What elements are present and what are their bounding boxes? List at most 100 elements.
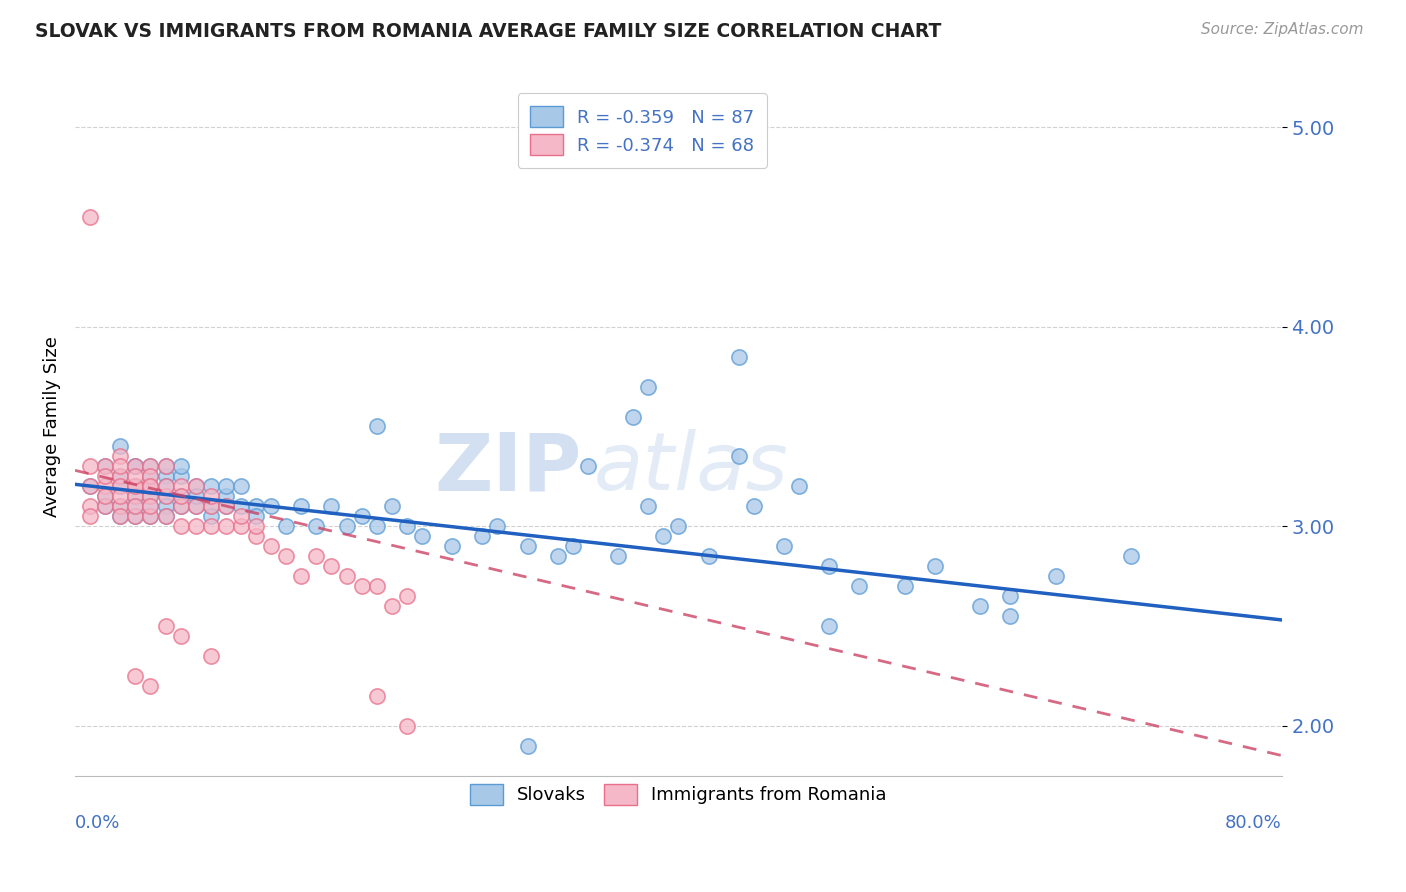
Point [305,549,328,563]
Point [155,479,177,493]
Point [79,509,101,524]
Point [637,379,659,393]
Point [169,500,191,514]
Point [184,500,207,514]
Point [215,500,238,514]
Point [124,509,146,524]
Point [200,500,222,514]
Point [229,519,252,533]
Point [184,479,207,493]
Point [576,459,599,474]
Point [305,519,328,533]
Point [245,529,267,543]
Point [471,529,494,543]
Point [139,509,162,524]
Point [1000,589,1022,603]
Point [94,459,117,474]
Point [1000,609,1022,624]
Point [110,500,132,514]
Point [124,489,146,503]
Point [155,459,177,474]
Point [139,459,162,474]
Point [395,719,418,733]
Point [155,459,177,474]
Point [155,619,177,633]
Point [110,469,132,483]
Point [184,500,207,514]
Point [200,479,222,493]
Point [245,519,267,533]
Point [94,500,117,514]
Point [79,479,101,493]
Point [169,469,191,483]
Point [547,549,569,563]
Point [139,489,162,503]
Point [668,519,690,533]
Text: ZIP: ZIP [434,429,582,508]
Point [366,689,388,703]
Point [215,479,238,493]
Point [516,539,538,553]
Point [155,489,177,503]
Point [395,519,418,533]
Point [124,669,146,683]
Point [110,479,132,493]
Point [124,500,146,514]
Point [139,509,162,524]
Point [124,489,146,503]
Point [139,479,162,493]
Point [139,479,162,493]
Point [607,549,630,563]
Point [169,489,191,503]
Point [94,489,117,503]
Point [139,479,162,493]
Point [110,479,132,493]
Point [184,489,207,503]
Point [139,469,162,483]
Point [441,539,464,553]
Point [335,569,357,583]
Point [94,489,117,503]
Point [124,459,146,474]
Point [742,500,765,514]
Point [110,459,132,474]
Text: SLOVAK VS IMMIGRANTS FROM ROMANIA AVERAGE FAMILY SIZE CORRELATION CHART: SLOVAK VS IMMIGRANTS FROM ROMANIA AVERAG… [35,22,942,41]
Point [366,419,388,434]
Point [110,469,132,483]
Point [169,629,191,643]
Point [1119,549,1142,563]
Point [94,500,117,514]
Point [169,500,191,514]
Point [924,559,946,574]
Point [124,479,146,493]
Y-axis label: Average Family Size: Average Family Size [44,336,60,516]
Point [260,500,283,514]
Point [139,459,162,474]
Point [229,509,252,524]
Point [727,450,749,464]
Point [321,559,343,574]
Point [516,739,538,753]
Point [169,479,191,493]
Point [124,479,146,493]
Point [169,459,191,474]
Point [110,450,132,464]
Point [79,210,101,224]
Point [215,519,238,533]
Point [366,519,388,533]
Point [110,500,132,514]
Point [94,459,117,474]
Point [184,479,207,493]
Point [124,459,146,474]
Point [637,500,659,514]
Point [652,529,675,543]
Point [124,500,146,514]
Point [200,489,222,503]
Point [155,479,177,493]
Point [139,679,162,693]
Point [229,500,252,514]
Point [169,519,191,533]
Text: atlas: atlas [593,429,789,508]
Point [155,509,177,524]
Point [139,500,162,514]
